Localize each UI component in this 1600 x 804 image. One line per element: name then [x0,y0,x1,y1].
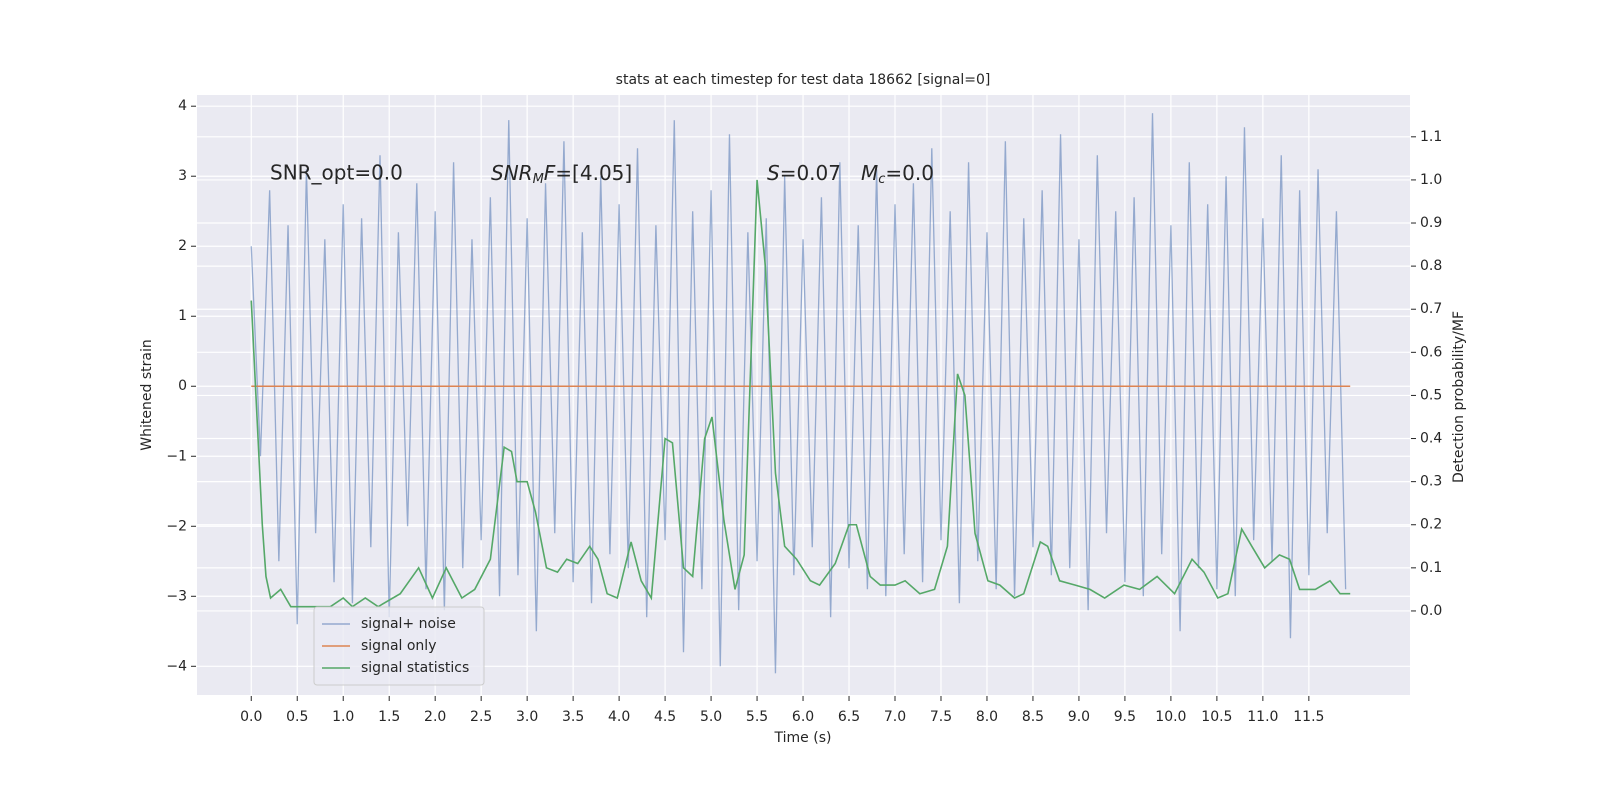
legend-label: signal statistics [361,660,469,676]
y-tick-label: −1 [166,448,187,464]
y2-tick-label: 0.5 [1420,387,1442,403]
x-tick-label: 6.0 [792,709,814,725]
annotation-part: M [533,172,544,187]
y2-tick-label: 0.0 [1420,603,1442,619]
y2-tick-label: 0.4 [1420,431,1442,447]
annotation-part: c [878,172,885,187]
y2-tick-label: 1.0 [1420,172,1442,188]
x-tick-label: 1.0 [332,709,354,725]
x-tick-label: 5.5 [746,709,768,725]
x-tick-label: 8.0 [976,709,998,725]
x-tick-label: 6.5 [838,709,860,725]
x-tick-label: 8.5 [1022,709,1044,725]
x-tick-label: 7.5 [930,709,952,725]
series-line [250,179,1351,608]
x-tick-label: 3.5 [562,709,584,725]
y-tick-label: 0 [178,378,187,394]
annotation-part: S [767,161,780,185]
y2-tick-label: 0.8 [1420,258,1442,274]
y-tick-label: 3 [178,168,187,184]
y-tick-label: 4 [178,98,187,114]
x-axis-label: Time (s) [774,730,832,746]
y-tick-label: −3 [166,588,187,604]
x-tick-label: 10.0 [1155,709,1186,725]
annotation-part: =[4.05] [555,161,632,185]
y-axis-label: Whitened strain [139,339,155,450]
y2-tick-label: 0.3 [1420,474,1442,490]
x-tick-label: 7.0 [884,709,906,725]
annotation-part: =0.07 [780,161,841,185]
x-tick-label: 4.5 [654,709,676,725]
legend: signal+ noise signal only signal statistic… [313,606,485,686]
x-tick-label: 11.0 [1247,709,1278,725]
x-tick-label: 2.0 [424,709,446,725]
annotation-part: F [544,161,556,185]
annotation-part: =0.0 [885,161,934,185]
legend-box [313,606,485,686]
x-tick-label: 10.5 [1201,709,1232,725]
x-tick-label: 9.5 [1114,709,1136,725]
y2-tick-label: 0.9 [1420,215,1442,231]
annotation: SNRMF=[4.05] [491,161,632,187]
annotation: SNR_opt=0.0 [270,161,403,185]
x-tick-label: 2.5 [470,709,492,725]
series-line [250,113,1347,674]
x-tick-label: 4.0 [608,709,630,725]
plot [197,95,1410,695]
y-tick-label: 2 [178,238,187,254]
x-tick-label: 3.0 [516,709,538,725]
y2-tick-label: 1.1 [1420,129,1442,145]
y-tick-label: −2 [166,518,187,534]
y2-tick-label: 0.7 [1420,301,1442,317]
x-tick-label: 11.5 [1293,709,1324,725]
annotation-part: M [861,161,878,185]
y2-axis-label: Detection probability/MF [1451,311,1467,483]
x-tick-label: 9.0 [1068,709,1090,725]
x-tick-label: 0.0 [240,709,262,725]
legend-label: signal+ noise [361,616,456,632]
legend-label: signal only [361,638,436,654]
y2-tick-label: 0.2 [1420,517,1442,533]
annotation: S=0.07 Mc=0.0 [767,161,934,187]
y2-tick-label: 0.1 [1420,560,1442,576]
annotation-part: SNR [491,161,533,185]
x-tick-label: 0.5 [286,709,308,725]
y2-tick-label: 0.6 [1420,344,1442,360]
x-tick-label: 5.0 [700,709,722,725]
chart-title: stats at each timestep for test data 186… [616,72,991,88]
y-tick-label: 1 [178,308,187,324]
x-tick-label: 1.5 [378,709,400,725]
y-tick-label: −4 [166,658,187,674]
